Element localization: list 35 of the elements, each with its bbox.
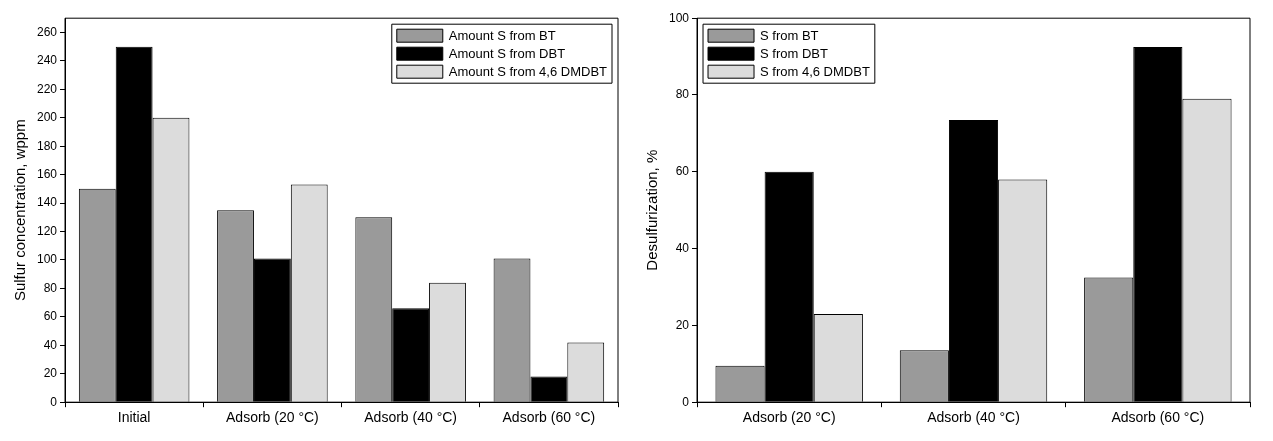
- y-axis-title: Desulfurization, %: [643, 149, 661, 271]
- y-tick-label: 40: [675, 240, 690, 255]
- y-tick-label: 220: [36, 81, 58, 96]
- legend-label: Amount S from DBT: [448, 46, 566, 62]
- y-tick-label: 120: [36, 223, 58, 238]
- y-tick-label: 60: [43, 309, 58, 324]
- y-tick-label: 80: [43, 280, 58, 295]
- x-tick-label: Adsorb (60 °C): [502, 409, 596, 426]
- x-tick-label: Adsorb (20 °C): [226, 409, 319, 426]
- y-tick-label: 180: [36, 138, 58, 153]
- x-tick-label: Adsorb (60 °C): [1111, 409, 1205, 426]
- legend-label: Amount S from BT: [448, 28, 556, 44]
- y-tick-label: 20: [43, 366, 58, 381]
- y-tick-label: 260: [36, 24, 58, 39]
- y-tick-label: 40: [43, 337, 58, 352]
- legend-label: S from 4,6 DMDBT: [760, 64, 870, 80]
- y-tick-label: 140: [36, 195, 58, 210]
- y-tick-label: 0: [50, 394, 58, 409]
- y-tick-label: 100: [36, 252, 58, 267]
- y-tick-label: 20: [675, 317, 690, 332]
- x-tick-label: Adsorb (40 °C): [927, 409, 1020, 426]
- y-tick-label: 0: [682, 394, 690, 409]
- legend-label: S from DBT: [760, 46, 828, 62]
- y-tick-label: 160: [36, 166, 58, 181]
- x-tick-label: Adsorb (20 °C): [742, 409, 836, 426]
- legend-label: S from BT: [760, 28, 819, 44]
- y-axis-title: Sulfur concentration, wppm: [11, 119, 29, 302]
- x-tick-label: Initial: [117, 409, 151, 426]
- legend-label: Amount S from 4,6 DMDBT: [448, 64, 608, 80]
- y-tick-label: 100: [668, 10, 690, 25]
- y-tick-label: 60: [675, 164, 690, 179]
- x-tick-label: Adsorb (40 °C): [364, 409, 458, 426]
- y-tick-label: 80: [675, 87, 690, 102]
- y-tick-label: 200: [36, 110, 58, 125]
- y-tick-label: 240: [36, 53, 58, 68]
